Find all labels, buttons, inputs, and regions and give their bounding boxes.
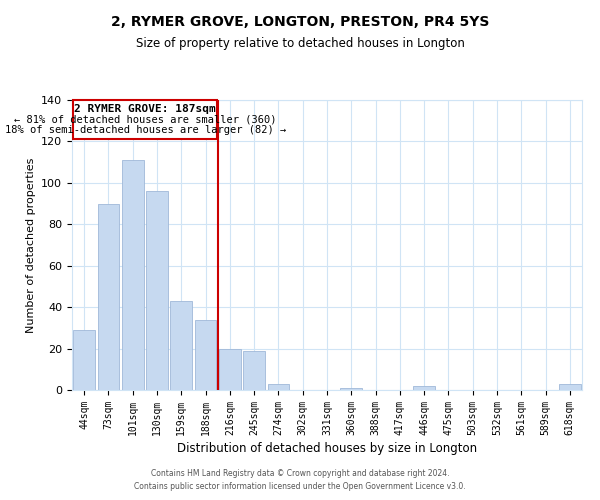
Text: ← 81% of detached houses are smaller (360): ← 81% of detached houses are smaller (36… — [14, 114, 277, 124]
Bar — [73, 330, 95, 390]
Bar — [122, 160, 143, 390]
Text: 2, RYMER GROVE, LONGTON, PRESTON, PR4 5YS: 2, RYMER GROVE, LONGTON, PRESTON, PR4 5Y… — [111, 15, 489, 29]
Bar — [170, 301, 192, 390]
FancyBboxPatch shape — [73, 100, 217, 140]
Bar — [146, 191, 168, 390]
Bar — [219, 348, 241, 390]
Bar — [243, 350, 265, 390]
X-axis label: Distribution of detached houses by size in Longton: Distribution of detached houses by size … — [177, 442, 477, 455]
Text: Contains HM Land Registry data © Crown copyright and database right 2024.: Contains HM Land Registry data © Crown c… — [151, 468, 449, 477]
Text: 2 RYMER GROVE: 187sqm: 2 RYMER GROVE: 187sqm — [74, 104, 216, 114]
Bar — [194, 320, 217, 390]
Bar — [97, 204, 119, 390]
Bar — [559, 384, 581, 390]
Bar — [340, 388, 362, 390]
Text: Contains public sector information licensed under the Open Government Licence v3: Contains public sector information licen… — [134, 482, 466, 491]
Bar — [268, 384, 289, 390]
Y-axis label: Number of detached properties: Number of detached properties — [26, 158, 35, 332]
Text: Size of property relative to detached houses in Longton: Size of property relative to detached ho… — [136, 38, 464, 51]
Text: 18% of semi-detached houses are larger (82) →: 18% of semi-detached houses are larger (… — [5, 125, 286, 135]
Bar — [413, 386, 435, 390]
